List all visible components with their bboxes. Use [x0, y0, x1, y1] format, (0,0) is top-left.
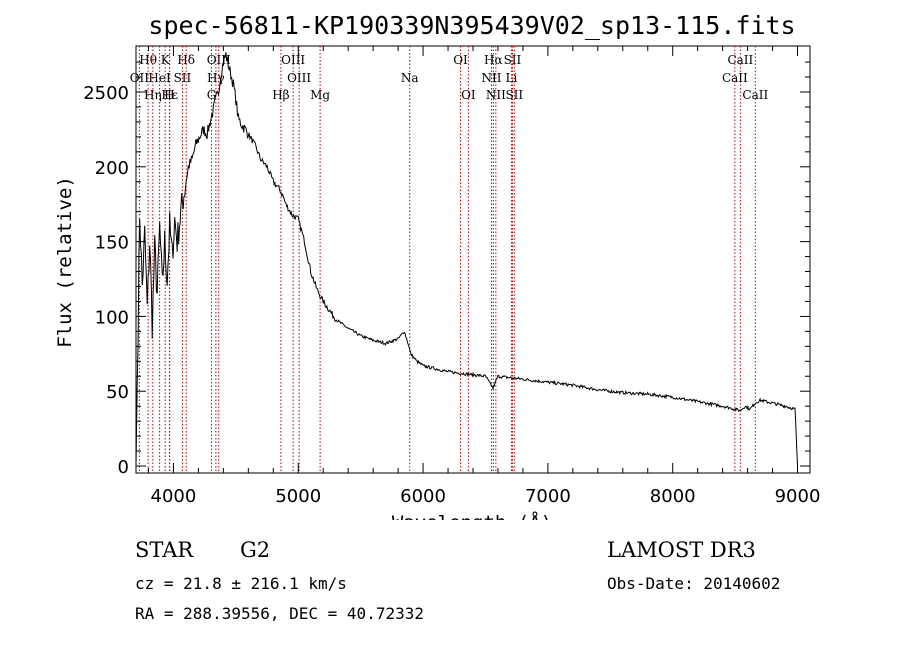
- spectrum-chart: spec-56811-KP190339N395439V02_sp13-115.f…: [54, 11, 821, 520]
- line-label: OI: [461, 88, 476, 102]
- object-class: STAR: [135, 538, 194, 562]
- line-label: NII: [481, 71, 501, 85]
- coordinates: RA = 288.39556, DEC = 40.72332: [135, 604, 424, 623]
- x-tick-label: 7000: [525, 486, 571, 507]
- line-label: Mg: [310, 88, 330, 102]
- x-tick-label: 4000: [151, 486, 197, 507]
- x-tick-label: 9000: [775, 486, 821, 507]
- line-label: Hδ: [177, 53, 195, 67]
- line-label: OII: [130, 71, 150, 85]
- line-label: Hβ: [272, 88, 289, 102]
- x-tick-label: 6000: [400, 486, 446, 507]
- y-tick-label: 2500: [83, 83, 129, 104]
- y-tick-label: 200: [95, 158, 129, 179]
- line-label: SII: [504, 53, 522, 67]
- line-label: NII: [486, 88, 506, 102]
- line-label: Na: [401, 71, 419, 85]
- line-label: Hε: [161, 88, 178, 102]
- y-tick-label: 0: [118, 457, 129, 478]
- x-axis: 4000 5000 6000 7000 8000 9000: [147, 46, 821, 507]
- subclass: G2: [240, 538, 271, 562]
- line-label: OIII: [287, 71, 311, 85]
- line-label: CaII: [742, 88, 768, 102]
- y-axis: 0 50 100 150 200 2500: [83, 61, 810, 478]
- line-label: K: [161, 53, 171, 67]
- survey-name: LAMOST DR3: [607, 538, 756, 562]
- line-label: SII: [174, 71, 192, 85]
- redshift-cz: cz = 21.8 ± 216.1 km/s: [135, 574, 347, 593]
- x-tick-label: 5000: [275, 486, 321, 507]
- y-tick-label: 50: [106, 382, 129, 403]
- chart-title: spec-56811-KP190339N395439V02_sp13-115.f…: [148, 11, 795, 40]
- line-label: CaII: [727, 53, 753, 67]
- line-label: OIII: [281, 53, 305, 67]
- line-label: Hθ: [139, 53, 157, 67]
- obs-date: Obs-Date: 20140602: [607, 574, 781, 593]
- line-label: G: [207, 88, 217, 102]
- y-tick-label: 150: [95, 233, 129, 254]
- line-markers: [138, 46, 756, 473]
- line-label: SII: [505, 88, 523, 102]
- y-tick-label: 100: [95, 307, 129, 328]
- line-label: H: [164, 88, 174, 102]
- line-label: CaII: [722, 71, 748, 85]
- x-axis-label: Wavelength (Å): [392, 511, 552, 520]
- line-label: Hα: [484, 53, 503, 67]
- spectrum-line: [135, 52, 798, 467]
- line-label: OI: [453, 53, 468, 67]
- line-label: HeI: [148, 71, 171, 85]
- x-tick-label: 8000: [650, 486, 696, 507]
- y-axis-label: Flux (relative): [54, 176, 76, 348]
- line-label: Li: [506, 71, 518, 85]
- line-label: Hη: [144, 88, 162, 102]
